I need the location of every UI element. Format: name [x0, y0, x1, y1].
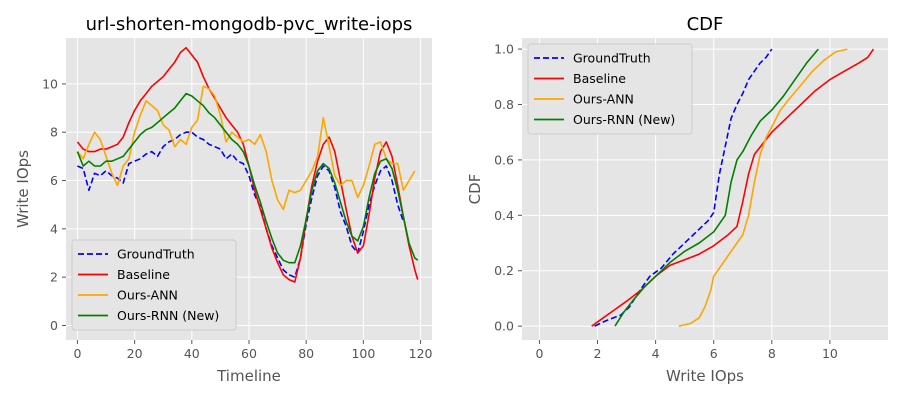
y-tick-label: 4 [50, 221, 58, 236]
x-tick-label: 2 [594, 346, 602, 361]
x-tick-label: 4 [652, 346, 660, 361]
x-tick-label: 0 [73, 346, 81, 361]
legend-frame-cdf [527, 43, 693, 135]
subplot-cdf: 0 2 4 6 8 10 0.0 0.2 0.4 0.6 0.8 1.0 CDF Write IOps… [466, 14, 888, 385]
x-tick-label: 60 [241, 346, 257, 361]
series-line-groundtruth [77, 131, 405, 278]
x-tick-label: 120 [409, 346, 433, 361]
series-lines-timeline [76, 46, 419, 283]
legend-label-ours-rnn-new-timeline: Ours-RNN (New) [117, 308, 219, 323]
x-axis-label-timeline: Timeline [216, 367, 281, 385]
x-tick-label: 40 [184, 346, 200, 361]
y-tick-label: 10 [42, 76, 58, 91]
chart-title-cdf: CDF [687, 14, 724, 35]
x-tick-label: 100 [351, 346, 375, 361]
legend-cdf: GroundTruth Baseline Ours-ANN Ours-RNN (New… [527, 43, 693, 135]
y-axis-label-cdf: CDF [466, 174, 484, 205]
x-axis-label-cdf: Write IOps [666, 367, 744, 385]
subplot-timeline: 0 20 40 60 80 100 120 0 2 4 6 8 10 url-shorten-mongo… [14, 14, 433, 385]
x-tick-label: 8 [768, 346, 776, 361]
series-line-ours-rnn-new [76, 92, 419, 264]
y-tick-label: 0.4 [494, 208, 514, 223]
y-tick-label: 0.2 [494, 263, 514, 278]
legend-label-groundtruth-cdf: GroundTruth [573, 51, 651, 66]
x-tick-label: 6 [710, 346, 718, 361]
series-line-ours-ann [76, 85, 416, 211]
y-tick-label: 0.6 [494, 152, 514, 167]
series-lines-cdf [591, 48, 875, 327]
x-tick-label: 0 [535, 346, 543, 361]
y-axis-label-timeline: Write IOps [14, 150, 32, 228]
legend-timeline: GroundTruth Baseline Ours-ANN Ours-RNN (New… [71, 239, 237, 331]
x-tick-label: 10 [822, 346, 838, 361]
legend-label-baseline-timeline: Baseline [117, 267, 170, 282]
y-tick-label: 2 [50, 270, 58, 285]
series-line-ours-ann [678, 48, 848, 327]
ticks-cdf: 0 2 4 6 8 10 0.0 0.2 0.4 0.6 0.8 1.0 [494, 42, 838, 361]
legend-label-groundtruth-timeline: GroundTruth [117, 247, 195, 262]
x-tick-label: 80 [298, 346, 314, 361]
legend-label-ours-rnn-new-cdf: Ours-RNN (New) [573, 112, 675, 127]
legend-label-ours-ann-timeline: Ours-ANN [117, 288, 178, 303]
legend-frame-timeline [71, 239, 237, 331]
chart-title-timeline: url-shorten-mongodb-pvc_write-iops [86, 14, 413, 35]
y-tick-label: 1.0 [494, 42, 514, 57]
ticks-timeline: 0 20 40 60 80 100 120 0 2 4 6 8 10 [42, 76, 432, 361]
y-tick-label: 0.0 [494, 319, 514, 334]
y-tick-label: 0.8 [494, 97, 514, 112]
y-tick-label: 8 [50, 125, 58, 140]
series-line-ours-rnn-new [614, 48, 819, 327]
x-tick-label: 20 [127, 346, 143, 361]
legend-label-ours-ann-cdf: Ours-ANN [573, 92, 634, 107]
y-tick-label: 0 [50, 318, 58, 333]
legend-label-baseline-cdf: Baseline [573, 71, 626, 86]
y-tick-label: 6 [50, 173, 58, 188]
